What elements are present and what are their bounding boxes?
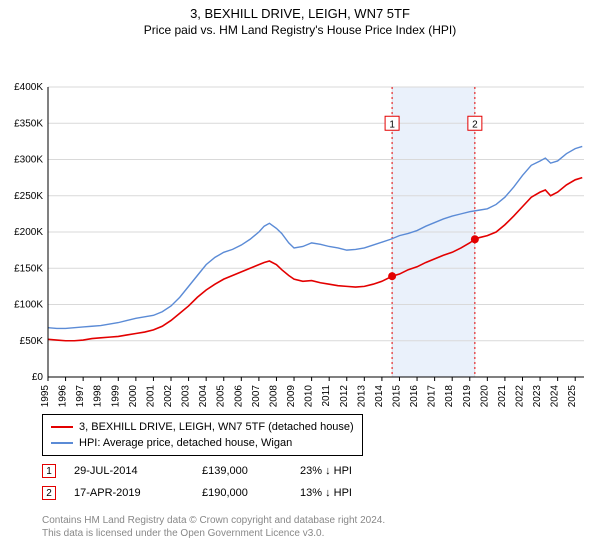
svg-text:1995: 1995 — [40, 385, 51, 408]
footer-text: Contains HM Land Registry data © Crown c… — [42, 514, 385, 540]
svg-text:2004: 2004 — [198, 385, 209, 408]
sales-row: 1 29-JUL-2014 £139,000 23% ↓ HPI — [42, 460, 390, 482]
svg-text:2001: 2001 — [145, 385, 156, 408]
svg-text:2022: 2022 — [514, 385, 525, 408]
svg-text:2007: 2007 — [251, 385, 262, 408]
svg-text:2010: 2010 — [304, 385, 315, 408]
sale-price: £190,000 — [202, 487, 282, 499]
svg-text:£200K: £200K — [14, 227, 43, 238]
svg-text:2: 2 — [472, 119, 478, 130]
svg-text:2000: 2000 — [128, 385, 139, 408]
sale-marker: 1 — [42, 464, 56, 478]
svg-text:2003: 2003 — [181, 385, 192, 408]
legend-item: HPI: Average price, detached house, Wiga… — [51, 435, 354, 451]
sale-marker: 2 — [42, 486, 56, 500]
svg-text:2020: 2020 — [479, 385, 490, 408]
chart-title: 3, BEXHILL DRIVE, LEIGH, WN7 5TF — [0, 0, 600, 21]
svg-text:2024: 2024 — [550, 385, 561, 408]
svg-text:2016: 2016 — [409, 385, 420, 408]
svg-text:2002: 2002 — [163, 385, 174, 408]
chart-subtitle: Price paid vs. HM Land Registry's House … — [0, 21, 600, 37]
svg-text:2014: 2014 — [374, 385, 385, 408]
sale-delta: 13% ↓ HPI — [300, 487, 390, 499]
sale-date: 17-APR-2019 — [74, 487, 184, 499]
svg-text:2019: 2019 — [462, 385, 473, 408]
svg-text:£50K: £50K — [20, 336, 44, 347]
svg-text:£350K: £350K — [14, 118, 43, 129]
svg-text:£300K: £300K — [14, 155, 43, 166]
sale-date: 29-JUL-2014 — [74, 465, 184, 477]
sale-delta: 23% ↓ HPI — [300, 465, 390, 477]
legend-swatch — [51, 426, 73, 428]
svg-text:2008: 2008 — [268, 385, 279, 408]
svg-text:2023: 2023 — [532, 385, 543, 408]
sale-price: £139,000 — [202, 465, 282, 477]
line-chart: £0 £50K £100K £150K £200K £250K £300K £350K £400… — [0, 37, 600, 417]
svg-text:2025: 2025 — [567, 385, 578, 408]
svg-text:£0: £0 — [32, 372, 44, 383]
footer-line: Contains HM Land Registry data © Crown c… — [42, 514, 385, 527]
svg-text:2017: 2017 — [427, 385, 438, 408]
svg-text:1998: 1998 — [93, 385, 104, 408]
svg-text:1997: 1997 — [75, 385, 86, 408]
svg-text:£400K: £400K — [14, 82, 43, 93]
svg-text:1999: 1999 — [110, 385, 121, 408]
sales-table: 1 29-JUL-2014 £139,000 23% ↓ HPI 2 17-APR-201… — [42, 460, 390, 504]
svg-text:2009: 2009 — [286, 385, 297, 408]
svg-text:2015: 2015 — [391, 385, 402, 408]
svg-text:2018: 2018 — [444, 385, 455, 408]
sales-row: 2 17-APR-2019 £190,000 13% ↓ HPI — [42, 482, 390, 504]
legend: 3, BEXHILL DRIVE, LEIGH, WN7 5TF (detach… — [42, 414, 363, 456]
legend-label: HPI: Average price, detached house, Wiga… — [79, 437, 292, 449]
legend-label: 3, BEXHILL DRIVE, LEIGH, WN7 5TF (detach… — [79, 421, 354, 433]
svg-text:2011: 2011 — [321, 385, 332, 407]
svg-text:2012: 2012 — [339, 385, 350, 408]
svg-text:1: 1 — [389, 119, 395, 130]
svg-text:£100K: £100K — [14, 300, 43, 311]
svg-text:£150K: £150K — [14, 263, 43, 274]
footer-line: This data is licensed under the Open Gov… — [42, 527, 385, 540]
svg-text:2021: 2021 — [497, 385, 508, 408]
svg-text:2013: 2013 — [356, 385, 367, 408]
svg-text:2006: 2006 — [233, 385, 244, 408]
svg-text:£250K: £250K — [14, 191, 43, 202]
chart-container: 3, BEXHILL DRIVE, LEIGH, WN7 5TF Price p… — [0, 0, 600, 560]
legend-swatch — [51, 442, 73, 444]
svg-text:2005: 2005 — [216, 385, 227, 408]
legend-item: 3, BEXHILL DRIVE, LEIGH, WN7 5TF (detach… — [51, 419, 354, 435]
svg-text:1996: 1996 — [58, 385, 69, 408]
